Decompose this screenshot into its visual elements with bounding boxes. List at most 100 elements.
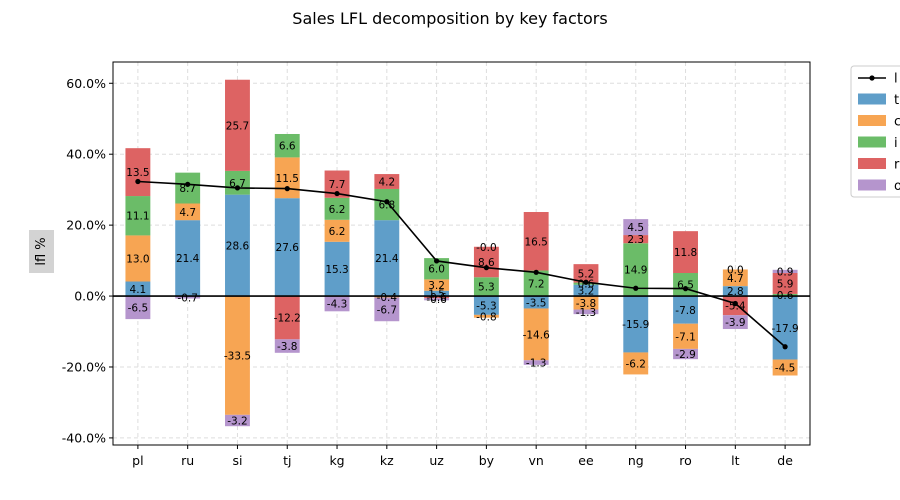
- bar-segment-c: [722, 269, 748, 287]
- data-label: 25.7: [226, 120, 249, 132]
- bar-segment-c: [225, 296, 250, 415]
- data-label: 11.1: [126, 211, 149, 223]
- legend-label: i: [894, 136, 898, 151]
- bar-segment-t: [623, 296, 649, 353]
- lfl-line-path: [137, 180, 786, 348]
- data-label: -3.9: [725, 317, 746, 329]
- data-label: 0.6: [777, 290, 794, 302]
- bar-segment-c: [125, 235, 151, 282]
- bar-segment-c: [473, 314, 499, 318]
- bar-segment-o: [772, 269, 798, 274]
- data-label: -1.3: [526, 358, 547, 370]
- bar-segment-c: [175, 203, 201, 221]
- lfl-point: [782, 344, 788, 350]
- x-tick-label: uz: [429, 453, 444, 468]
- data-label: -12.2: [274, 313, 301, 325]
- data-label: -0.8: [476, 311, 497, 323]
- bar-segment-o: [125, 296, 151, 320]
- lfl-point: [633, 285, 639, 291]
- bar-segment-o: [324, 296, 350, 312]
- bar-segment-t: [374, 220, 400, 297]
- data-label: -5.4: [725, 301, 746, 313]
- x-tick-label: kg: [329, 453, 344, 468]
- bar-segment-i: [473, 277, 499, 297]
- data-label: 1.5: [428, 288, 445, 300]
- data-label: 6.2: [329, 204, 346, 216]
- bar-segment-c: [573, 296, 599, 310]
- data-label: 13.0: [126, 253, 149, 265]
- bar-segment-t: [225, 194, 250, 297]
- lfl-point: [434, 258, 440, 264]
- data-label: -6.2: [626, 358, 647, 370]
- bar-segment-t: [673, 296, 698, 324]
- y-tick-label: 0.0%: [74, 289, 106, 304]
- data-label: 16.5: [524, 236, 547, 248]
- bar-segment-t: [473, 296, 499, 315]
- legend-swatch: [858, 136, 886, 148]
- x-tick-label: by: [479, 453, 495, 468]
- data-label: 4.7: [179, 207, 196, 219]
- data-label: 3.2: [428, 280, 445, 292]
- y-tick-label: -20.0%: [62, 359, 106, 374]
- bar-segment-r: [225, 79, 250, 171]
- bar-segment-c: [523, 308, 549, 361]
- x-tick-label: ro: [679, 453, 692, 468]
- bar-segment-o: [424, 298, 450, 301]
- plot-frame: [112, 61, 811, 446]
- bar-segment-r: [424, 296, 450, 299]
- bar-segment-t: [523, 296, 549, 309]
- data-label: -6.7: [377, 304, 398, 316]
- data-label: 5.3: [478, 282, 495, 294]
- data-label: -33.5: [224, 350, 251, 362]
- legend-label: o: [894, 179, 900, 194]
- bar-segment-t: [722, 286, 748, 297]
- x-tick-label: si: [232, 453, 242, 468]
- data-label: 8.6: [478, 257, 495, 269]
- data-label: -14.6: [523, 329, 550, 341]
- data-label: 6.6: [279, 141, 296, 153]
- legend-frame: [850, 65, 900, 198]
- data-label: -3.2: [227, 416, 248, 428]
- bar-segment-r: [772, 273, 798, 294]
- bar-segment-t: [573, 284, 599, 297]
- lfl-line: [135, 178, 788, 350]
- data-label: -5.3: [476, 300, 497, 312]
- lfl-point: [135, 178, 141, 185]
- lfl-point: [583, 279, 589, 285]
- bar-segment-r: [673, 231, 698, 274]
- y-tick-label: 60.0%: [66, 76, 106, 91]
- bar-segment-i: [324, 197, 350, 220]
- data-label: 4.5: [627, 222, 644, 234]
- data-label: 4.2: [378, 177, 395, 189]
- bar-segment-o: [673, 348, 698, 360]
- legend-swatch: [858, 115, 886, 126]
- data-label: -7.8: [675, 305, 696, 317]
- x-axis: pl ru si tj kg kz uz by vn ee ng ro lt de: [132, 445, 793, 468]
- y-axis-label-text: lfl %: [34, 237, 49, 265]
- data-label: 6.0: [428, 264, 445, 276]
- legend-label: l: [894, 72, 898, 87]
- bar-segment-o: [274, 339, 300, 353]
- data-label: 5.2: [578, 268, 595, 280]
- bar-segment-o: [623, 219, 649, 236]
- x-tick-label: de: [777, 453, 793, 468]
- bar-segment-t: [175, 220, 201, 297]
- y-axis-label-box: [29, 230, 54, 273]
- x-tick-label: tj: [283, 453, 291, 468]
- data-label: -0.6: [426, 292, 447, 304]
- data-label: 15.3: [325, 264, 348, 276]
- segment-labels: 4.1 13.0 11.1 13.5 -6.5 21.4 4.7 8.7 -0.7 28.6 -33…: [126, 120, 798, 427]
- lfl-point: [334, 190, 340, 197]
- data-label: 7.2: [528, 278, 545, 290]
- data-label: -0.7: [177, 292, 198, 304]
- bar-segment-r: [473, 246, 499, 278]
- bars: [125, 79, 798, 427]
- data-label: 6.8: [378, 200, 395, 212]
- bar-segment-i: [772, 293, 798, 297]
- bar-segment-i: [125, 196, 151, 236]
- legend-label: r: [894, 158, 900, 173]
- bar-segment-t: [274, 198, 300, 297]
- x-tick-label: vn: [529, 453, 544, 468]
- data-label: -2.9: [675, 349, 696, 361]
